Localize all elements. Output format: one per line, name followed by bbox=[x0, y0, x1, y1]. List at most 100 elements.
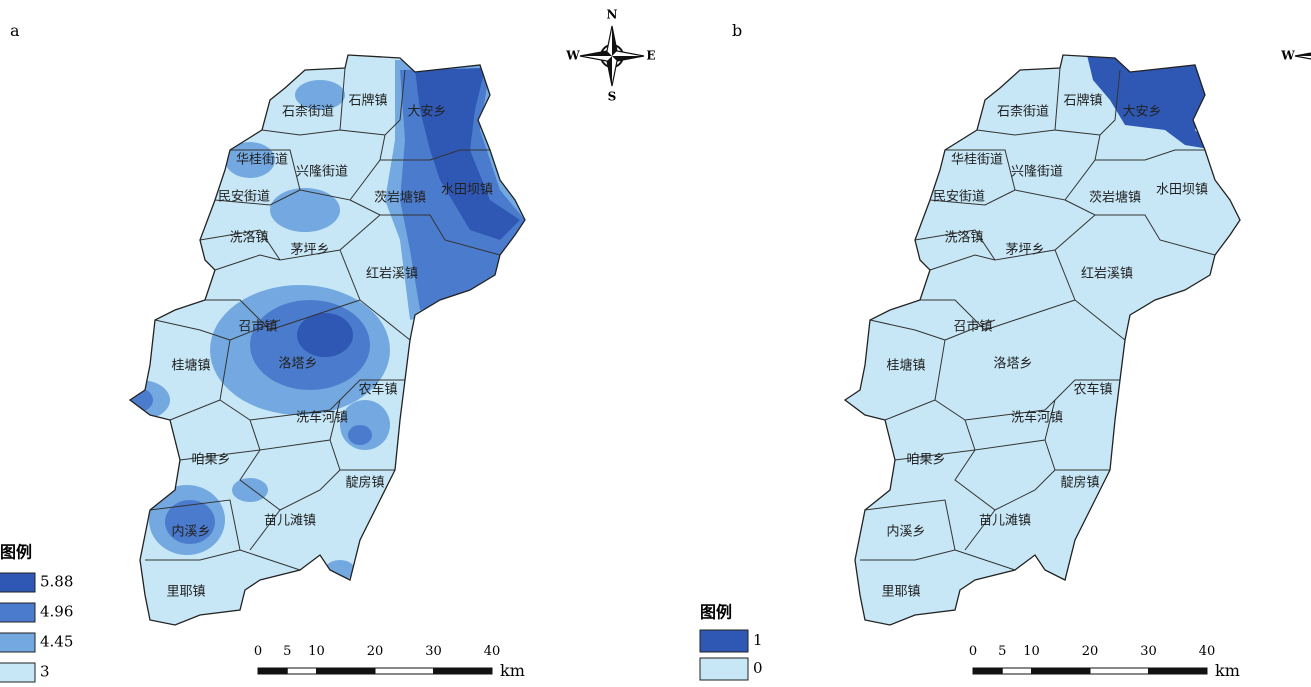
scale-segment bbox=[433, 667, 493, 675]
town-label: 石牌镇 bbox=[1063, 93, 1102, 109]
town-border bbox=[1064, 199, 1216, 256]
town-label: 洗车河镇 bbox=[1011, 410, 1063, 426]
town-label: 红岩溪镇 bbox=[366, 266, 418, 282]
legend-swatch bbox=[0, 602, 36, 623]
town-border bbox=[929, 254, 996, 271]
zone bbox=[348, 425, 372, 445]
region-outline bbox=[128, 54, 526, 626]
town-label: 水田坝镇 bbox=[1156, 183, 1208, 198]
town-label: 水田坝镇 bbox=[441, 183, 493, 198]
scale-tick-label: 5 bbox=[998, 644, 1006, 659]
scale-segment bbox=[1089, 667, 1149, 675]
panel-label: a bbox=[10, 21, 20, 40]
town-label: 茅坪乡 bbox=[1005, 243, 1044, 258]
scale-tick-label: 30 bbox=[425, 644, 442, 659]
town-border bbox=[349, 199, 501, 256]
legend: 图例 5.88 4.96 4.45 3 bbox=[0, 543, 73, 683]
town-border bbox=[964, 399, 1056, 451]
legend-swatch bbox=[699, 629, 749, 653]
town-border bbox=[214, 254, 281, 271]
scale-tick-label: 20 bbox=[367, 644, 384, 659]
town-border bbox=[954, 549, 1016, 571]
town-label: 洛塔乡 bbox=[278, 357, 317, 372]
scale-tick-label: 5 bbox=[283, 644, 291, 659]
town-border bbox=[239, 549, 301, 571]
town-border bbox=[179, 449, 261, 461]
compass-w: W bbox=[1280, 49, 1295, 63]
zone bbox=[130, 388, 153, 412]
compass-e: E bbox=[646, 49, 655, 63]
town-label: 咱果乡 bbox=[191, 453, 230, 468]
town-label: 石柰街道 bbox=[282, 105, 334, 120]
scale-bar: 0 5 10 20 30 40 km bbox=[254, 644, 525, 680]
town-label: 洗车河镇 bbox=[296, 410, 348, 426]
legend-label: 3 bbox=[40, 663, 50, 681]
zone bbox=[295, 80, 345, 110]
legend: 图例 1 0 bbox=[699, 603, 763, 681]
town-border bbox=[976, 129, 1056, 136]
town-label: 内溪乡 bbox=[171, 524, 210, 540]
legend-label: 1 bbox=[753, 631, 763, 649]
legend-swatch bbox=[0, 662, 36, 683]
panel-label: b bbox=[732, 21, 742, 40]
town-label: 兴隆街道 bbox=[1011, 165, 1063, 180]
zone bbox=[225, 142, 275, 178]
town-border bbox=[964, 509, 996, 551]
town-label: 石柰街道 bbox=[997, 105, 1049, 120]
town-border bbox=[929, 189, 1016, 206]
compass-w: W bbox=[565, 49, 580, 63]
compass-star-dark bbox=[1295, 53, 1311, 56]
scale-segment bbox=[1031, 667, 1091, 675]
scale-segment bbox=[374, 667, 434, 675]
region-base bbox=[845, 55, 1240, 625]
town-border bbox=[934, 379, 1120, 421]
town-border bbox=[1095, 149, 1205, 161]
scale-tick-label: 0 bbox=[254, 644, 262, 659]
zone bbox=[415, 68, 520, 240]
scale-tick-label: 20 bbox=[1082, 644, 1099, 659]
zone bbox=[165, 500, 215, 544]
legend-title: 图例 bbox=[0, 543, 32, 562]
town-label: 里耶镇 bbox=[166, 585, 205, 600]
town-label: 里耶镇 bbox=[881, 585, 920, 600]
scale-segment bbox=[286, 667, 317, 675]
region-outline bbox=[843, 54, 1241, 626]
scale-tick-label: 0 bbox=[969, 644, 977, 659]
scale-segment bbox=[257, 667, 288, 675]
legend-title: 图例 bbox=[700, 603, 732, 622]
town-label: 内溪乡 bbox=[886, 524, 925, 540]
town-border bbox=[205, 299, 361, 331]
town-label: 苗儿滩镇 bbox=[979, 514, 1031, 529]
scale-tick-label: 10 bbox=[308, 644, 325, 659]
scale-segment bbox=[1001, 667, 1032, 675]
town-border bbox=[945, 134, 1101, 201]
compass-s: S bbox=[608, 90, 617, 104]
town-label: 苗儿滩镇 bbox=[264, 514, 316, 529]
scale-tick-label: 40 bbox=[1199, 644, 1216, 659]
town-label: 茨岩塘镇 bbox=[374, 190, 426, 206]
town-border bbox=[261, 129, 341, 136]
scale-segment bbox=[972, 667, 1003, 675]
town-border bbox=[380, 149, 490, 161]
town-label: 洗洛镇 bbox=[229, 231, 268, 246]
town-label: 大安乡 bbox=[1122, 105, 1161, 120]
legend-label: 4.96 bbox=[40, 603, 73, 621]
town-border bbox=[249, 399, 341, 451]
scale-segment bbox=[316, 667, 376, 675]
legend-swatch bbox=[699, 657, 749, 681]
legend-label: 0 bbox=[753, 659, 763, 677]
zone bbox=[297, 313, 353, 357]
town-label: 洛塔乡 bbox=[993, 357, 1032, 372]
town-label: 华桂街道 bbox=[951, 153, 1003, 168]
scale-tick-label: 40 bbox=[484, 644, 501, 659]
town-border bbox=[229, 319, 281, 341]
scale-unit: km bbox=[1215, 661, 1240, 680]
scale-bar: 0 5 10 20 30 40 km bbox=[969, 644, 1240, 680]
town-label: 靛房镇 bbox=[345, 475, 384, 491]
town-label: 茅坪乡 bbox=[290, 243, 329, 258]
